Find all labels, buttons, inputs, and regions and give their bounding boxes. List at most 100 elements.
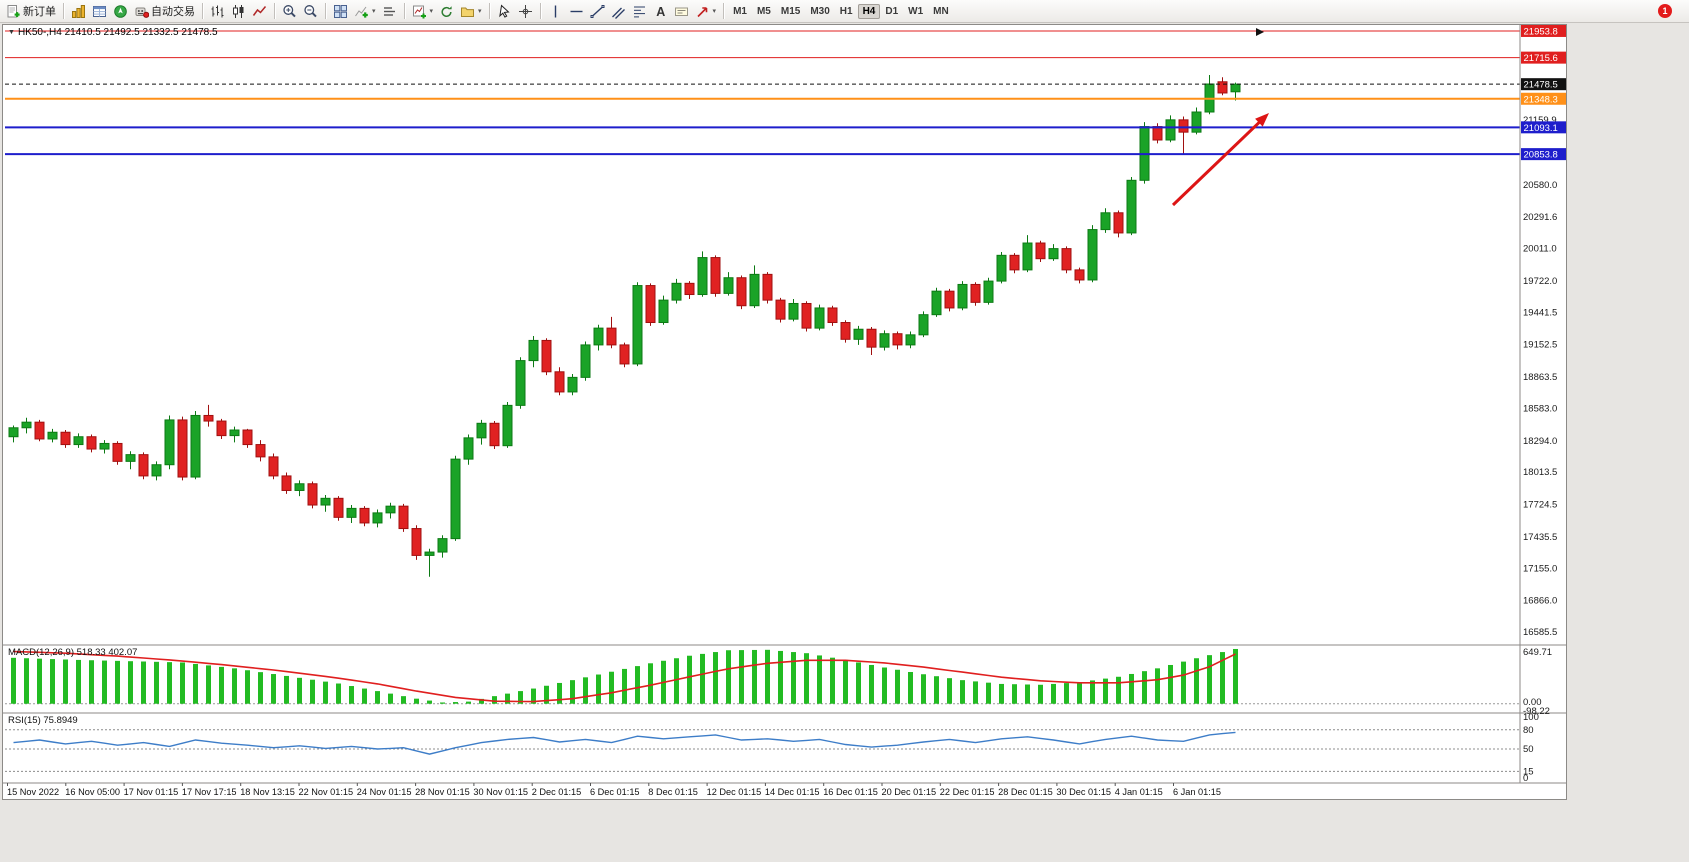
data-window-icon — [92, 4, 107, 19]
price-label — [1521, 92, 1566, 105]
chart-title: ▼ HK50-,H4 21410.5 21492.5 21332.5 21478… — [8, 27, 218, 38]
timeframe-m5[interactable]: M5 — [756, 5, 771, 17]
zoom-out-icon — [303, 4, 318, 19]
dropdown-arrow-icon: ▾ — [478, 8, 482, 15]
candlestick-chart-button[interactable] — [228, 2, 249, 21]
zoom-in-button[interactable] — [279, 2, 300, 21]
market-watch-button[interactable] — [68, 2, 89, 21]
candles-series — [8, 75, 1241, 577]
market-watch-icon — [71, 4, 86, 19]
bar-chart-button[interactable] — [207, 2, 228, 21]
tile-windows-button[interactable] — [330, 2, 351, 21]
svg-text:16866.0: 16866.0 — [1523, 596, 1557, 607]
timeframe-d1[interactable]: D1 — [885, 5, 899, 17]
data-window-button[interactable] — [89, 2, 110, 21]
horizontal-line-button[interactable] — [566, 2, 587, 21]
text-button[interactable]: A — [650, 2, 671, 21]
channel-icon — [611, 4, 626, 19]
timeframe-h4[interactable]: H4 — [857, 3, 881, 19]
toolbar-separator — [325, 3, 326, 19]
svg-text:100: 100 — [1523, 712, 1539, 723]
new-chart-icon — [412, 4, 427, 19]
text-label-button[interactable] — [671, 2, 692, 21]
timeframe-w1[interactable]: W1 — [908, 5, 924, 17]
timeframe-m1[interactable]: M1 — [733, 5, 747, 17]
trendline-icon — [590, 4, 605, 19]
new-chart-button[interactable]: ▾ — [409, 2, 437, 21]
svg-text:20011.0: 20011.0 — [1523, 244, 1557, 255]
arrows-button[interactable]: ▾ — [692, 2, 720, 21]
main-toolbar: 新订单 自动交易 ▾ ▾ ▾ A ▾ M1 M5 M15 M30 H1 H4 D1 W1 MN 1 — [0, 0, 1689, 23]
svg-text:15: 15 — [1523, 766, 1534, 777]
symbol-ohlc-label: HK50-,H4 21410.5 21492.5 21332.5 21478.5 — [17, 27, 218, 38]
notification-count: 1 — [1662, 6, 1668, 16]
navigator-button[interactable] — [110, 2, 131, 21]
svg-text:21715.6: 21715.6 — [1524, 53, 1558, 64]
toolbar-separator — [202, 3, 203, 19]
svg-text:16 Dec 01:15: 16 Dec 01:15 — [823, 787, 878, 797]
svg-text:A: A — [656, 5, 665, 19]
algo-trading-icon — [134, 4, 149, 19]
trendline-button[interactable] — [587, 2, 608, 21]
svg-text:2 Dec 01:15: 2 Dec 01:15 — [532, 787, 582, 797]
text-label-icon — [674, 4, 689, 19]
svg-text:0: 0 — [1523, 773, 1528, 784]
vertical-line-button[interactable] — [545, 2, 566, 21]
toolbar-buttons: 新订单 自动交易 ▾ ▾ ▾ A ▾ M1 M5 M15 M30 H1 H4 D1 W1 MN — [3, 0, 954, 22]
svg-text:20291.6: 20291.6 — [1523, 212, 1557, 223]
svg-text:24 Nov 01:15: 24 Nov 01:15 — [357, 787, 412, 797]
cursor-icon — [497, 3, 512, 19]
chart-shift-marker[interactable] — [1256, 28, 1264, 36]
zoom-out-button[interactable] — [300, 2, 321, 21]
candle-chart-icon — [231, 4, 246, 19]
svg-text:80: 80 — [1523, 725, 1534, 736]
svg-text:21159.9: 21159.9 — [1523, 115, 1557, 126]
svg-text:19722.0: 19722.0 — [1523, 276, 1557, 287]
chevron-down-icon[interactable]: ▼ — [8, 29, 15, 36]
chart-window: 21159.9 20580.0 20291.6 20011.0 19722.0 19441… — [2, 24, 1567, 800]
svg-text:17435.5: 17435.5 — [1523, 532, 1557, 543]
price-label — [1521, 51, 1566, 64]
notification-badge[interactable]: 1 — [1658, 4, 1672, 18]
vline-icon — [548, 4, 563, 19]
equidistant-channel-button[interactable] — [608, 2, 629, 21]
algo-trading-button[interactable]: 自动交易 — [131, 2, 198, 21]
cursor-button[interactable] — [494, 2, 515, 21]
svg-text:12 Dec 01:15: 12 Dec 01:15 — [707, 787, 762, 797]
timeframe-h1[interactable]: H1 — [839, 5, 853, 17]
crosshair-button[interactable] — [515, 2, 536, 21]
timeframe-mn[interactable]: MN — [933, 5, 949, 17]
svg-text:6 Jan 01:15: 6 Jan 01:15 — [1173, 787, 1221, 797]
objects-list-button[interactable] — [379, 2, 400, 21]
templates-button[interactable]: ▾ — [457, 2, 485, 21]
text-icon: A — [653, 4, 668, 19]
toolbar-separator — [403, 3, 405, 19]
new-order-button-label: 新订单 — [23, 6, 56, 18]
timeframe-m30[interactable]: M30 — [810, 5, 830, 17]
macd-label: MACD(12,26,9) 518.33 402.07 — [8, 647, 138, 658]
svg-text:18 Nov 13:15: 18 Nov 13:15 — [240, 787, 295, 797]
zoom-in-icon — [282, 4, 297, 19]
svg-text:21953.8: 21953.8 — [1524, 26, 1558, 37]
fibonacci-button[interactable] — [629, 2, 650, 21]
rsi-label: RSI(15) 75.8949 — [8, 715, 78, 726]
price-axis: 21159.9 20580.0 20291.6 20011.0 19722.0 19441… — [1523, 115, 1557, 638]
line-chart-button[interactable] — [249, 2, 270, 21]
refresh-button[interactable] — [436, 2, 457, 21]
new-order-button[interactable]: 新订单 — [3, 2, 59, 21]
svg-text:19152.5: 19152.5 — [1523, 340, 1557, 351]
horizontal-line-objects[interactable]: 21953.8 21715.6 21478.5 21348.3 21093.1 20853… — [5, 25, 1566, 161]
timeframe-m15[interactable]: M15 — [780, 5, 801, 17]
indicators-button[interactable]: ▾ — [351, 2, 379, 21]
svg-text:30 Nov 01:15: 30 Nov 01:15 — [473, 787, 528, 797]
svg-text:21348.3: 21348.3 — [1524, 94, 1558, 105]
templates-icon — [460, 4, 475, 19]
price-chart[interactable]: 21159.9 20580.0 20291.6 20011.0 19722.0 19441… — [3, 25, 1566, 799]
dropdown-arrow-icon: ▾ — [372, 8, 376, 15]
toolbar-separator — [723, 3, 725, 19]
svg-text:17 Nov 01:15: 17 Nov 01:15 — [124, 787, 179, 797]
svg-text:22 Dec 01:15: 22 Dec 01:15 — [940, 787, 995, 797]
trend-arrow-object[interactable] — [1171, 113, 1269, 207]
svg-text:18013.5: 18013.5 — [1523, 467, 1557, 478]
svg-text:20853.8: 20853.8 — [1524, 150, 1558, 161]
